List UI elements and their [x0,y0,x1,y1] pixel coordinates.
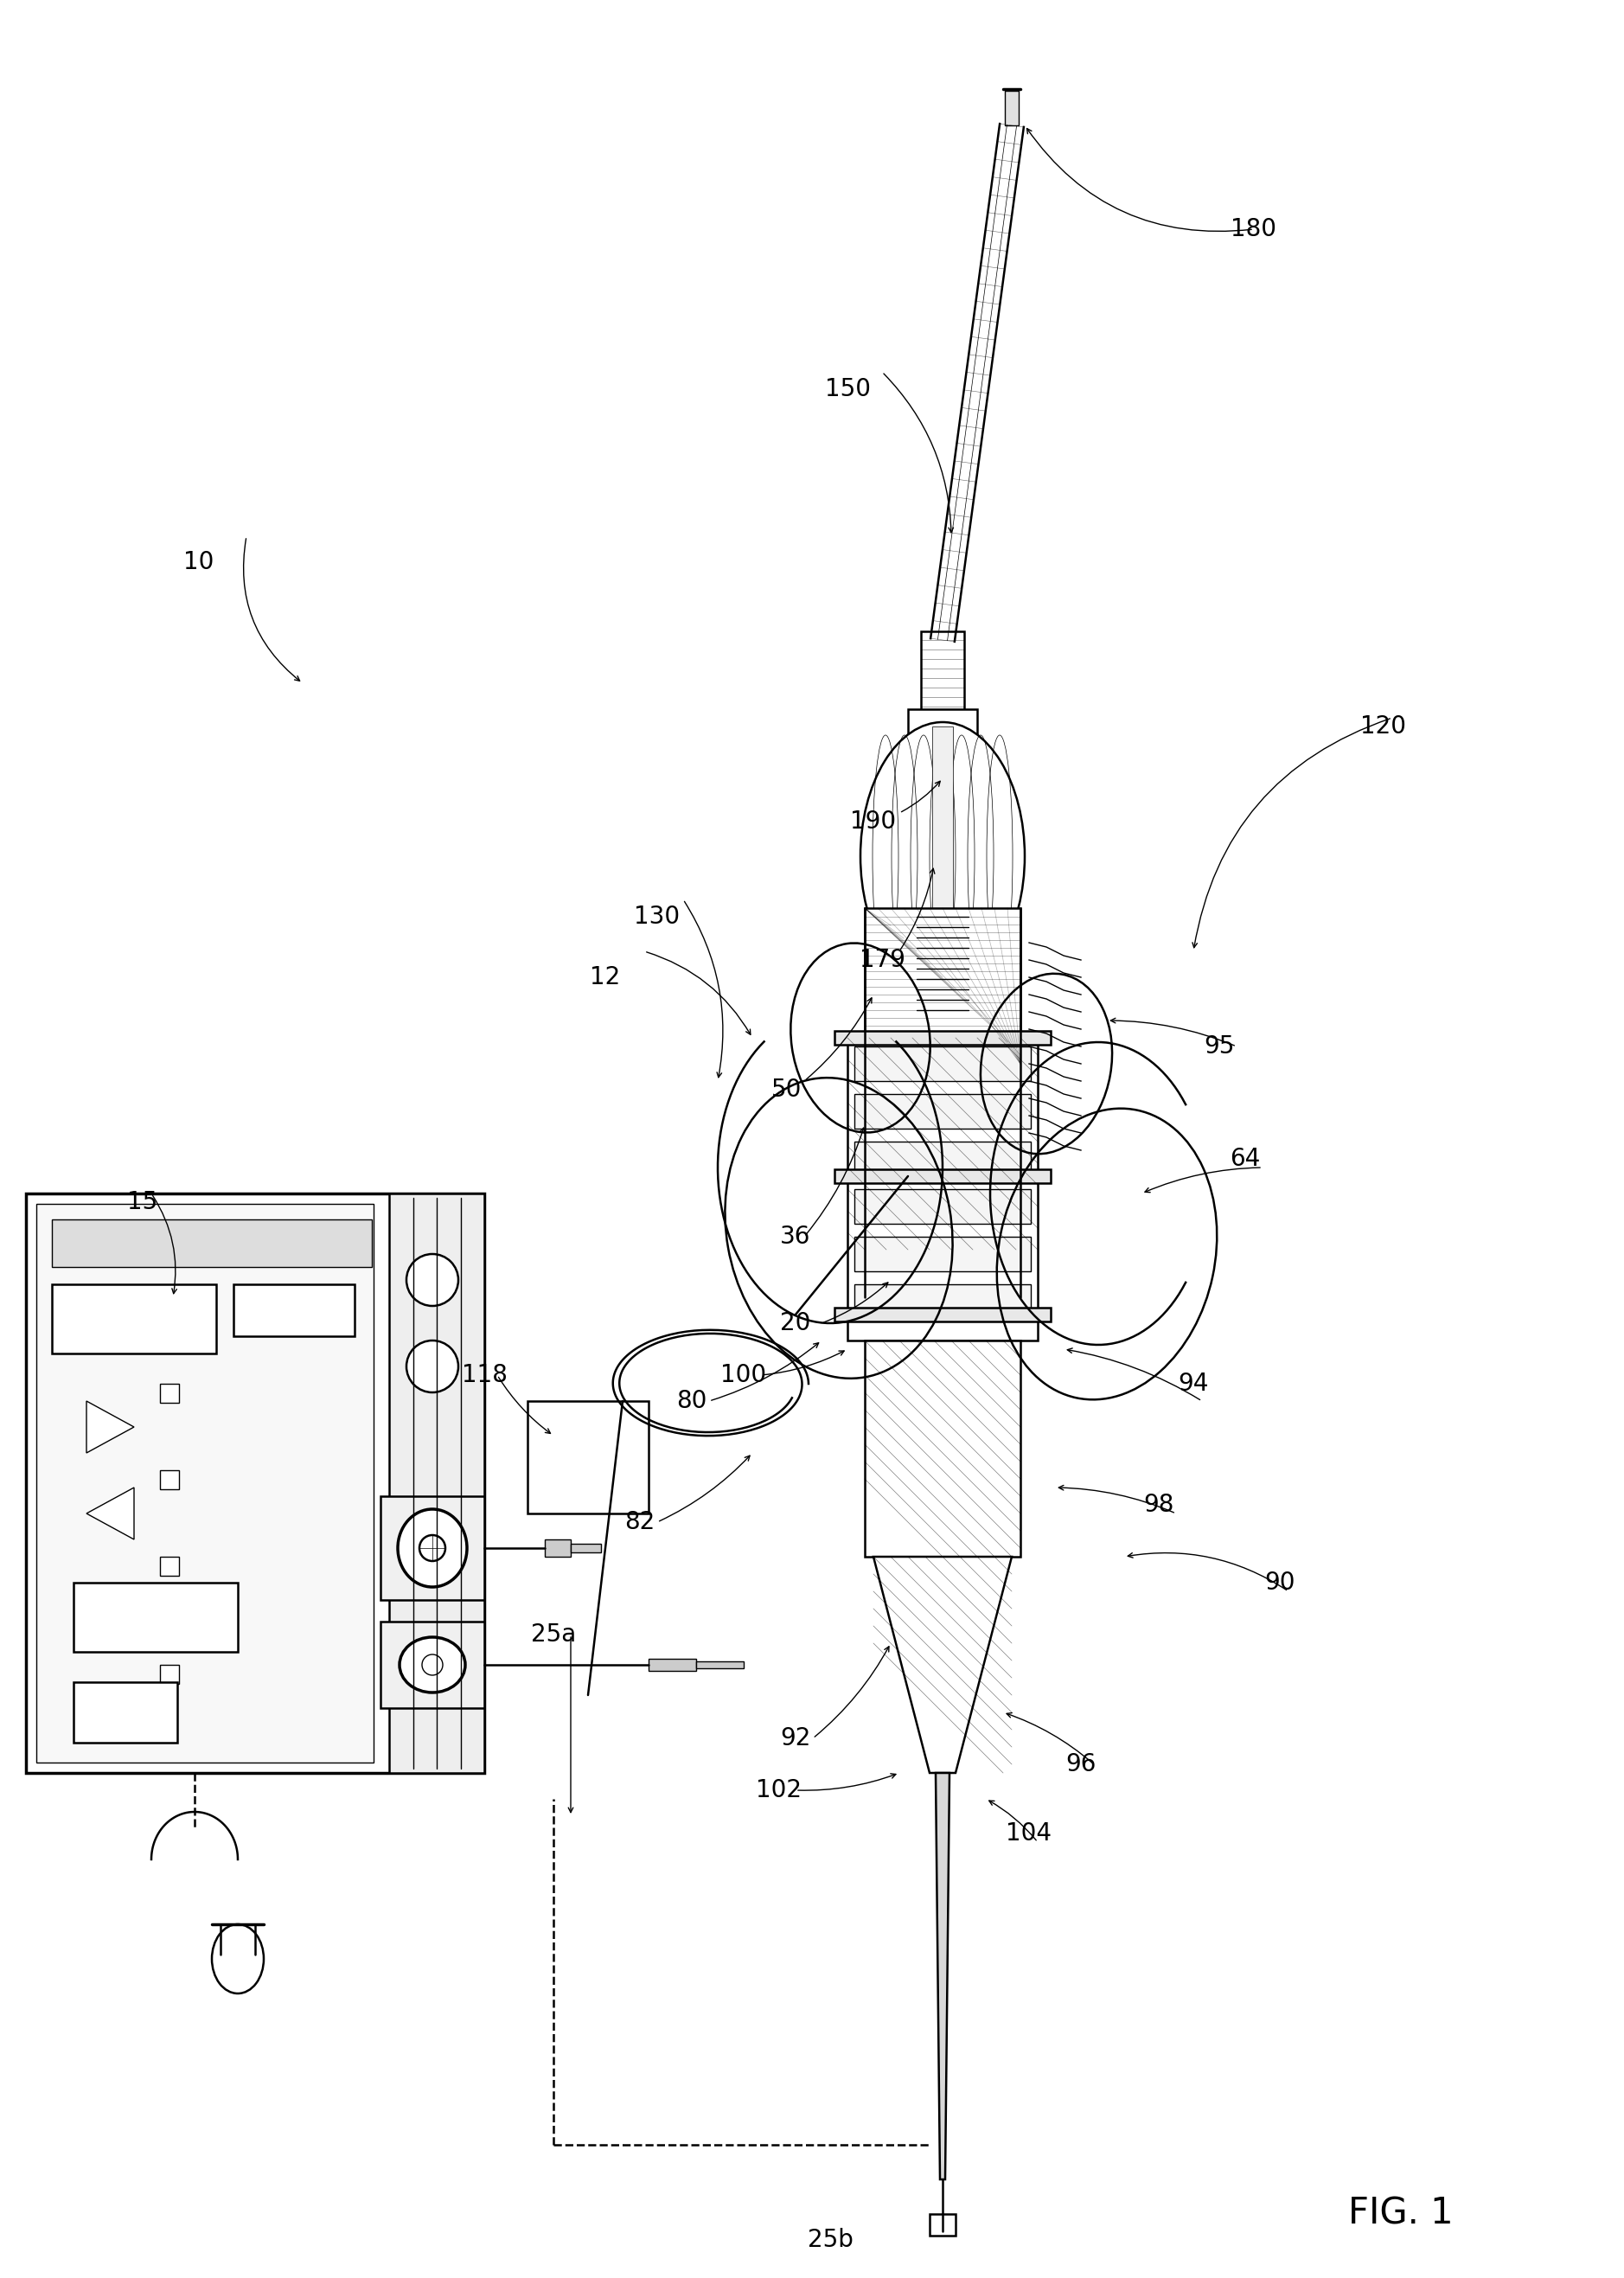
Text: 10: 10 [184,549,214,574]
Bar [921,631,965,718]
Text: 80: 80 [677,1390,706,1412]
Bar [854,1141,1031,1175]
Ellipse shape [211,1925,263,1993]
Bar [835,1169,1051,1182]
Text: FIG. 1: FIG. 1 [1348,2196,1453,2232]
Bar [648,1658,697,1670]
Bar [161,1556,179,1576]
Bar [36,1203,374,1763]
Bar [234,1285,354,1337]
Ellipse shape [400,1638,464,1693]
Bar [570,1544,601,1551]
Bar [161,1665,179,1683]
Text: 120: 120 [1361,715,1406,738]
Bar [1005,91,1018,125]
Text: 25a: 25a [531,1622,577,1647]
Text: 94: 94 [1177,1371,1208,1396]
Text: 130: 130 [635,904,680,929]
Circle shape [422,1654,443,1674]
Text: 179: 179 [859,948,905,973]
Bar [854,1237,1031,1271]
Text: 92: 92 [780,1727,810,1750]
Text: 36: 36 [780,1226,810,1248]
Bar [908,708,978,736]
Text: 150: 150 [825,378,870,401]
Bar [26,1194,484,1772]
Bar [52,1219,372,1267]
Bar [544,1540,570,1556]
Text: 82: 82 [625,1510,654,1535]
Ellipse shape [398,1508,468,1588]
Bar [161,1469,179,1490]
Text: 190: 190 [851,809,896,834]
Text: 90: 90 [1265,1570,1296,1595]
Text: 100: 100 [721,1362,767,1387]
Bar [390,1194,484,1772]
Bar [161,1383,179,1403]
Text: 12: 12 [590,966,620,989]
Bar [697,1661,744,1667]
Text: 25b: 25b [807,2228,853,2253]
Bar [854,1046,1031,1082]
Polygon shape [874,1556,1012,1772]
Text: 102: 102 [755,1779,801,1802]
Bar [854,1189,1031,1223]
Bar [835,1308,1051,1321]
Text: 96: 96 [1065,1752,1096,1777]
Bar [52,1285,216,1353]
Bar [854,1093,1031,1128]
Text: 95: 95 [1203,1034,1234,1059]
Ellipse shape [861,722,1025,991]
Bar [380,1622,484,1708]
Bar [864,1339,1020,1556]
Bar [73,1583,237,1652]
Bar [528,1401,648,1513]
Bar [835,1032,1051,1046]
Bar [864,909,1020,1039]
Bar [380,1497,484,1599]
Polygon shape [86,1488,135,1540]
Polygon shape [935,1772,950,2180]
Text: 20: 20 [780,1312,810,1335]
Bar [73,1681,177,1743]
Text: 98: 98 [1143,1492,1174,1517]
Circle shape [406,1339,458,1392]
Text: 104: 104 [1007,1822,1052,1845]
Text: 118: 118 [461,1362,507,1387]
Polygon shape [86,1401,135,1453]
Bar [854,1285,1031,1319]
Text: 15: 15 [127,1189,158,1214]
Bar [929,2214,955,2235]
Bar [916,736,968,752]
Text: 64: 64 [1229,1146,1260,1171]
Bar [161,1626,179,1645]
Circle shape [419,1535,445,1560]
Circle shape [406,1253,458,1305]
Bar [932,727,953,995]
Text: 180: 180 [1231,216,1276,241]
Text: 50: 50 [771,1077,802,1103]
Bar [848,1039,1038,1339]
